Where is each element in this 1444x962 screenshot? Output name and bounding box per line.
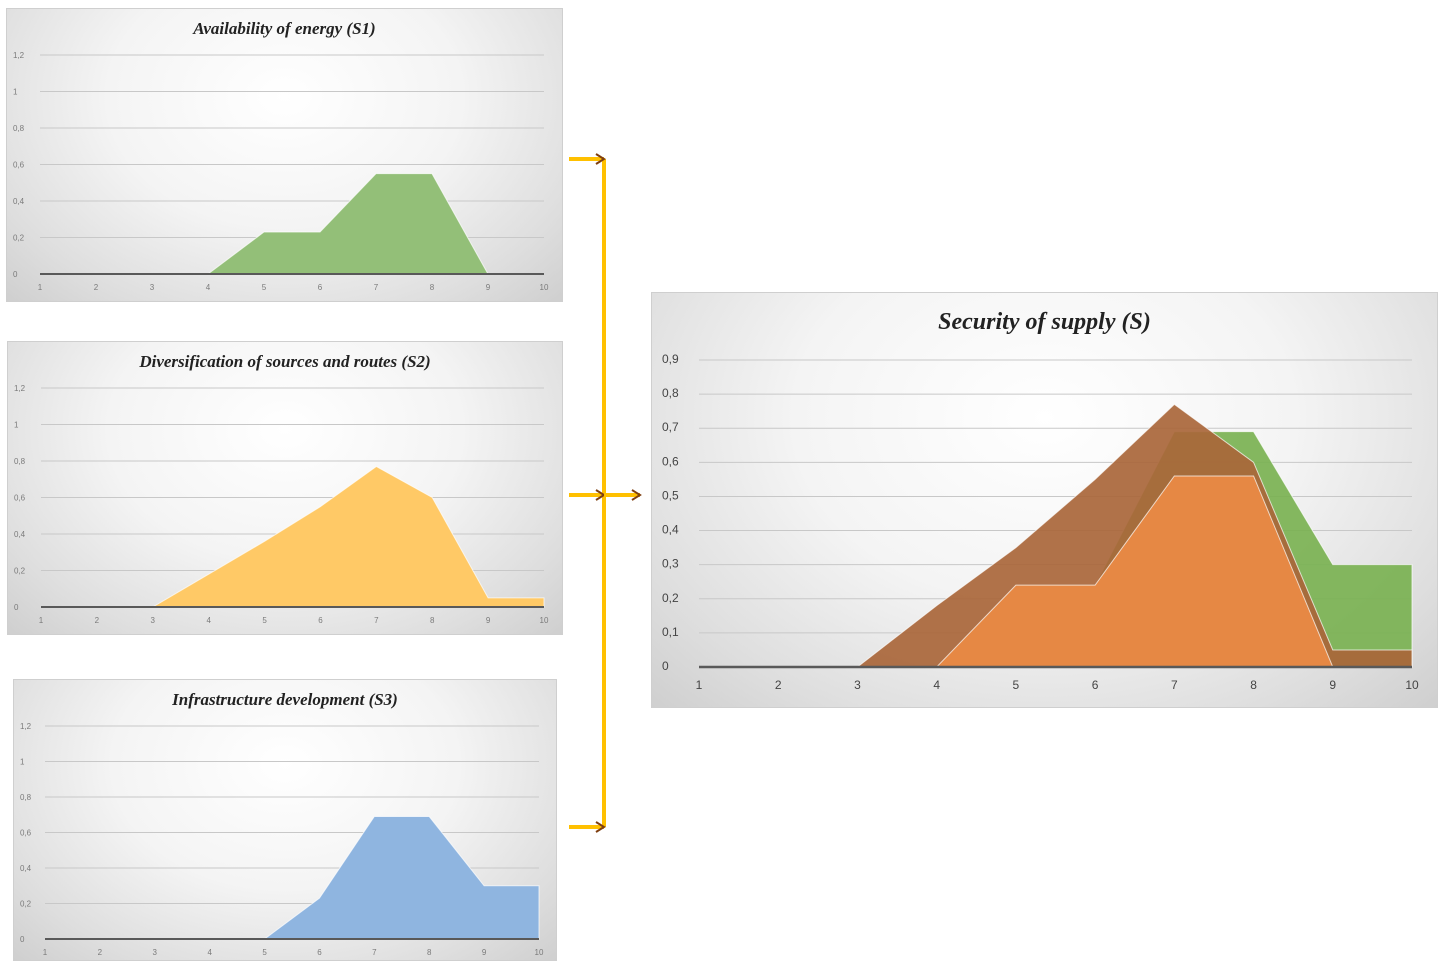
y-tick-label: 0,3 — [662, 557, 679, 571]
x-tick-label: 10 — [540, 616, 549, 625]
y-tick-label: 0,6 — [13, 161, 25, 170]
x-tick-label: 9 — [486, 616, 491, 625]
y-tick-label: 0,4 — [20, 864, 32, 873]
x-tick-label: 5 — [1013, 678, 1020, 692]
x-tick-label: 9 — [486, 283, 491, 292]
x-tick-label: 2 — [94, 283, 99, 292]
x-tick-label: 7 — [1171, 678, 1178, 692]
y-tick-label: 0,6 — [662, 454, 679, 468]
y-tick-label: 0,4 — [13, 197, 25, 206]
x-tick-label: 3 — [854, 678, 861, 692]
y-tick-label: 0,2 — [13, 234, 25, 243]
area-series-1 — [45, 816, 540, 940]
y-tick-label: 1,2 — [13, 51, 25, 60]
chart-s2-plot: 0 0,2 0,4 0,6 0,8 1 1,2 1 2 3 4 5 6 7 8 9 10 — [14, 384, 549, 625]
chart-s-plot: 0 0,1 0,2 0,3 0,4 0,5 0,6 0,7 0,8 0,9 1 2 3 4 5 6 7 8 9 10 — [662, 352, 1419, 692]
y-tick-label: 0,6 — [14, 494, 26, 503]
x-tick-label: 6 — [318, 283, 323, 292]
x-tick-label: 8 — [430, 283, 435, 292]
y-tick-label: 1 — [20, 758, 25, 767]
y-tick-label: 0 — [14, 603, 19, 612]
x-tick-label: 8 — [427, 948, 432, 957]
x-tick-label: 4 — [207, 948, 212, 957]
y-tick-label: 1,2 — [20, 722, 32, 731]
x-tick-label: 4 — [933, 678, 940, 692]
chart-s1-plot: 0 0,2 0,4 0,6 0,8 1 1,2 1 2 3 4 5 6 7 8 9 10 — [13, 51, 549, 292]
x-tick-label: 2 — [95, 616, 100, 625]
x-tick-label: 5 — [262, 283, 267, 292]
y-tick-label: 0 — [662, 659, 669, 673]
x-tick-label: 10 — [1405, 678, 1419, 692]
x-tick-label: 1 — [39, 616, 44, 625]
x-tick-label: 4 — [206, 616, 211, 625]
arrowhead-to-s — [631, 489, 642, 501]
x-tick-label: 8 — [1250, 678, 1257, 692]
x-tick-label: 3 — [151, 616, 156, 625]
y-tick-label: 0,8 — [662, 386, 679, 400]
chart-s-title: Security of supply (S) — [938, 309, 1151, 335]
chart-s3-title: Infrastructure development (S3) — [172, 690, 398, 709]
x-tick-label: 7 — [374, 283, 379, 292]
x-tick-label: 3 — [153, 948, 158, 957]
x-tick-label: 8 — [430, 616, 435, 625]
chart-s2-title: Diversification of sources and routes (S… — [139, 352, 431, 371]
y-tick-label: 1 — [13, 88, 18, 97]
y-tick-label: 0,4 — [14, 530, 26, 539]
x-tick-label: 2 — [98, 948, 103, 957]
chart-s3-panel: Infrastructure development (S3) 0 0,2 0,4 0… — [13, 679, 557, 961]
chart-s3-plot: 0 0,2 0,4 0,6 0,8 1 1,2 1 2 3 4 5 6 7 8 9 10 — [20, 722, 544, 957]
y-tick-label: 0,6 — [20, 829, 32, 838]
x-tick-label: 4 — [206, 283, 211, 292]
x-tick-label: 5 — [262, 616, 267, 625]
chart-s-panel: Security of supply (S) 0 0,1 0,2 0,3 0,4 0,5 0… — [651, 292, 1438, 708]
y-tick-label: 0 — [13, 270, 18, 279]
y-tick-label: 0 — [20, 935, 25, 944]
x-tick-label: 9 — [1329, 678, 1336, 692]
y-tick-label: 1,2 — [14, 384, 26, 393]
x-tick-label: 1 — [38, 283, 43, 292]
y-tick-label: 0,5 — [662, 488, 679, 502]
chart-s1-panel: Availability of energy (S1) 0 0,2 0,4 0,6 0,… — [6, 8, 563, 302]
y-tick-label: 0,8 — [14, 457, 26, 466]
y-tick-label: 0,8 — [13, 124, 25, 133]
arrowhead-s3 — [595, 821, 606, 833]
y-tick-label: 0,1 — [662, 625, 679, 639]
x-tick-label: 3 — [150, 283, 155, 292]
x-tick-label: 10 — [535, 948, 544, 957]
y-tick-label: 0,2 — [20, 900, 32, 909]
arrowhead-s1 — [595, 153, 606, 165]
y-tick-label: 0,4 — [662, 523, 679, 537]
x-tick-label: 6 — [318, 616, 323, 625]
y-tick-label: 0,8 — [20, 793, 32, 802]
area-series-1 — [41, 465, 545, 608]
x-tick-label: 1 — [696, 678, 703, 692]
y-tick-label: 0,2 — [662, 591, 679, 605]
x-tick-label: 7 — [374, 616, 379, 625]
chart-s2-panel: Diversification of sources and routes (S… — [7, 341, 563, 635]
x-tick-label: 9 — [482, 948, 487, 957]
y-tick-label: 0,2 — [14, 567, 26, 576]
area-series-1 — [40, 173, 544, 275]
chart-s1-title: Availability of energy (S1) — [193, 19, 376, 38]
x-tick-label: 1 — [43, 948, 48, 957]
y-tick-label: 0,7 — [662, 420, 679, 434]
y-tick-label: 0,9 — [662, 352, 679, 366]
x-tick-label: 6 — [1092, 678, 1099, 692]
y-tick-label: 1 — [14, 421, 19, 430]
x-tick-label: 10 — [540, 283, 549, 292]
x-tick-label: 2 — [775, 678, 782, 692]
x-tick-label: 6 — [317, 948, 322, 957]
x-tick-label: 5 — [262, 948, 267, 957]
x-tick-label: 7 — [372, 948, 377, 957]
